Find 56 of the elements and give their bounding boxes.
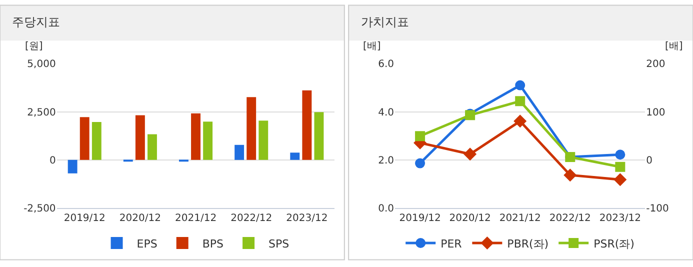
y-tick-label: 4.0: [378, 107, 394, 118]
y-axis-title: [원]: [25, 41, 43, 52]
bar: [314, 112, 324, 160]
legend-label: SPS: [268, 237, 290, 250]
point: [514, 114, 527, 128]
bar: [92, 122, 102, 160]
point: [564, 168, 577, 182]
legend-label: PBR(좌): [507, 237, 549, 250]
bar: [80, 117, 90, 160]
y2-tick-label: 0: [646, 155, 653, 166]
point: [415, 158, 426, 168]
point: [615, 162, 626, 172]
x-tick-label: 2019/12: [64, 213, 106, 224]
point: [415, 131, 426, 142]
x-tick-label: 2023/12: [599, 213, 641, 224]
bar: [290, 152, 300, 160]
point: [515, 80, 526, 90]
y-tick-label: 5,000: [27, 59, 56, 70]
x-tick-label: 2020/12: [119, 213, 161, 224]
y-tick-label: 0.0: [378, 204, 394, 215]
legend-label: PER: [440, 237, 462, 250]
x-tick-label: 2022/12: [549, 213, 591, 224]
y-axis-title: [배]: [363, 41, 381, 52]
bar: [148, 134, 157, 160]
point: [614, 173, 627, 186]
y2-tick-label: -100: [646, 204, 669, 215]
bar: [191, 113, 200, 160]
y-tick-label: 2,500: [27, 107, 56, 118]
x-tick-label: 2021/12: [499, 213, 541, 224]
point: [515, 96, 526, 106]
x-tick-label: 2020/12: [449, 213, 491, 224]
y-tick-label: 2.0: [378, 155, 394, 166]
x-tick-label: 2019/12: [399, 213, 441, 224]
x-tick-label: 2021/12: [175, 213, 217, 224]
y-tick-label: 0: [49, 155, 56, 166]
bar: [135, 115, 145, 160]
y-tick-label: -2,500: [24, 204, 56, 215]
bar: [68, 160, 78, 174]
bar: [203, 122, 213, 160]
x-tick-label: 2023/12: [286, 213, 328, 224]
y2-tick-label: 100: [646, 107, 666, 118]
point: [615, 150, 626, 160]
bar: [246, 97, 256, 160]
legend-label: BPS: [202, 237, 224, 250]
y2-axis-title: [배]: [665, 41, 683, 52]
y-tick-label: 6.0: [378, 59, 394, 70]
bar: [302, 90, 312, 160]
chart-title: 주당지표: [12, 15, 60, 29]
bar: [234, 144, 244, 160]
x-tick-label: 2022/12: [230, 213, 272, 224]
chart-title: 가치지표: [361, 15, 409, 29]
point: [464, 148, 477, 161]
legend-label: PSR(좌): [594, 237, 634, 250]
bar: [258, 120, 268, 160]
legend-label: EPS: [136, 237, 158, 250]
y2-tick-label: 200: [646, 59, 666, 70]
